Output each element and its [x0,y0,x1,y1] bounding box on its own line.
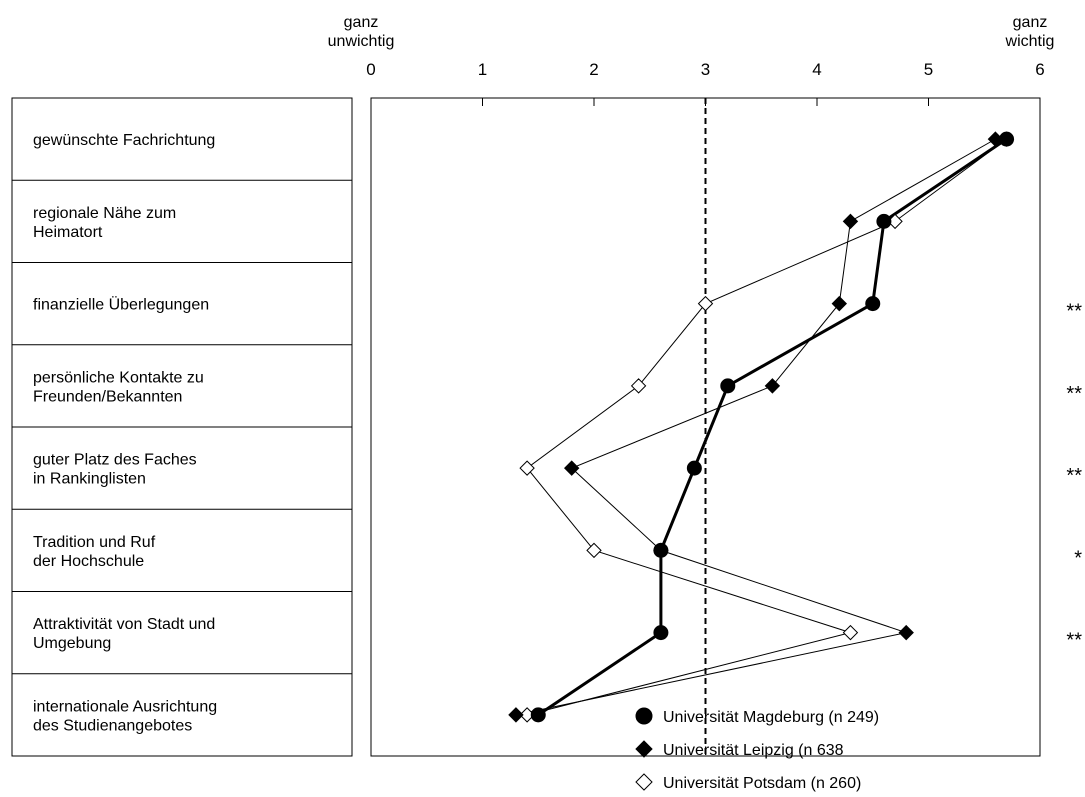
series-2-point-5 [586,542,602,559]
x-tick-label-3: 3 [701,60,710,79]
series-0-point-3 [720,378,736,394]
significance-marker-3: ** [1066,383,1082,405]
series-1-point-4 [563,460,580,476]
series-1-point-3 [764,378,781,394]
legend: Universität Magdeburg (n 249) Universität… [635,707,879,792]
series-1-point-7 [508,707,524,723]
category-label-5-line-0: Tradition und Ruf [33,534,156,551]
series-line-0 [537,137,1008,717]
x-tick-label-2: 2 [589,60,598,79]
series-0-point-1 [876,213,892,229]
series-0-point-7 [530,707,546,723]
category-label-1-line-1: Heimatort [33,224,103,241]
category-label-2-line-0: finanzielle Überlegungen [33,296,209,314]
category-label-7-line-1: des Studienangebotes [33,717,192,734]
series-1-point-2 [831,295,848,312]
legend-label-0: Universität Magdeburg (n 249) [663,709,879,726]
x-tick-label-6: 6 [1035,60,1044,79]
x-tick-label-0: 0 [366,60,375,79]
category-label-0-line-0: gewünschte Fachrichtung [33,132,215,149]
legend-marker-0 [635,707,653,725]
legend-marker-2 [635,773,653,791]
series-line-2 [526,138,1007,716]
legend-label-1: Universität Leipzig (n 638 [663,742,844,759]
x-axis-left-label-line-2: unwichtig [328,33,395,50]
category-label-1-line-0: regionale Nähe zum [33,205,176,222]
category-label-7-line-0: internationale Ausrichtung [33,698,217,715]
series-2-point-4 [519,460,535,476]
series-2-point-2 [697,295,714,312]
series-2-point-6 [842,624,859,641]
category-label-6-line-0: Attraktivität von Stadt und [33,616,215,633]
series-1-point-1 [842,213,859,230]
legend-marker-1 [635,740,653,758]
significance-marker-6: ** [1066,630,1082,652]
category-label-table: gewünschte Fachrichtung regionale Nähe zu… [11,97,353,757]
series-line-1 [515,138,996,716]
x-axis-end-labels: ganz unwichtig ganz wichtig [328,14,1055,50]
series-0-point-6 [653,625,669,641]
significance-markers: ********* [1066,301,1082,652]
x-tick-label-1: 1 [478,60,487,79]
series-0-point-5 [653,542,669,558]
x-axis-right-label-line-2: wichtig [1005,33,1055,50]
plot-frame [370,97,1041,757]
series-0-point-4 [686,460,702,476]
category-label-6-line-1: Umgebung [33,635,111,652]
category-label-4-line-1: in Rankinglisten [33,471,146,488]
x-tick-label-5: 5 [924,60,933,79]
category-label-4-line-0: guter Platz des Faches [33,452,197,469]
series-0-point-0 [999,131,1015,147]
x-axis-left-label-line-1: ganz [344,14,379,31]
series-0-point-2 [865,296,881,312]
series-1-point-6 [898,624,914,641]
x-tick-label-4: 4 [812,60,821,79]
series-layer [508,131,1015,723]
category-label-3-line-0: persönliche Kontakte zu [33,369,204,386]
category-label-5-line-1: der Hochschule [33,553,144,570]
series-2-point-3 [630,378,647,394]
x-axis-right-label-line-1: ganz [1013,14,1048,31]
significance-marker-2: ** [1066,301,1082,323]
category-label-3-line-1: Freunden/Bekannten [33,388,182,405]
legend-label-2: Universität Potsdam (n 260) [663,775,861,792]
significance-marker-5: * [1074,547,1082,569]
significance-marker-4: ** [1066,465,1082,487]
